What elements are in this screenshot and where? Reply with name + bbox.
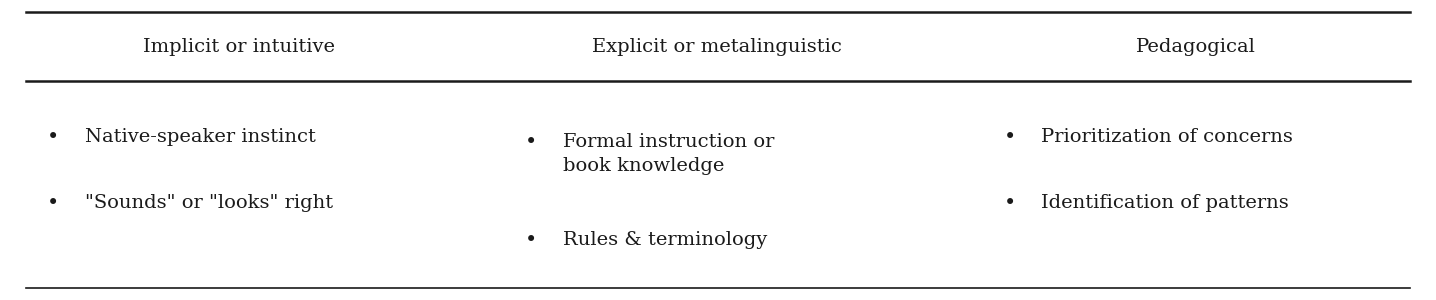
Text: •: • — [47, 128, 59, 146]
Text: Identification of patterns: Identification of patterns — [1041, 194, 1290, 211]
Text: Implicit or intuitive: Implicit or intuitive — [144, 38, 335, 56]
Text: Pedagogical: Pedagogical — [1136, 38, 1256, 56]
Text: Rules & terminology: Rules & terminology — [563, 231, 767, 249]
Text: Native-speaker instinct: Native-speaker instinct — [85, 128, 316, 146]
Text: Prioritization of concerns: Prioritization of concerns — [1041, 128, 1292, 146]
Text: •: • — [526, 231, 537, 250]
Text: Explicit or metalinguistic: Explicit or metalinguistic — [592, 38, 843, 56]
Text: •: • — [47, 194, 59, 212]
Text: Formal instruction or
book knowledge: Formal instruction or book knowledge — [563, 134, 774, 175]
Text: •: • — [1004, 128, 1015, 146]
Text: "Sounds" or "looks" right: "Sounds" or "looks" right — [85, 194, 333, 211]
Text: •: • — [1004, 194, 1015, 212]
Text: •: • — [526, 134, 537, 152]
